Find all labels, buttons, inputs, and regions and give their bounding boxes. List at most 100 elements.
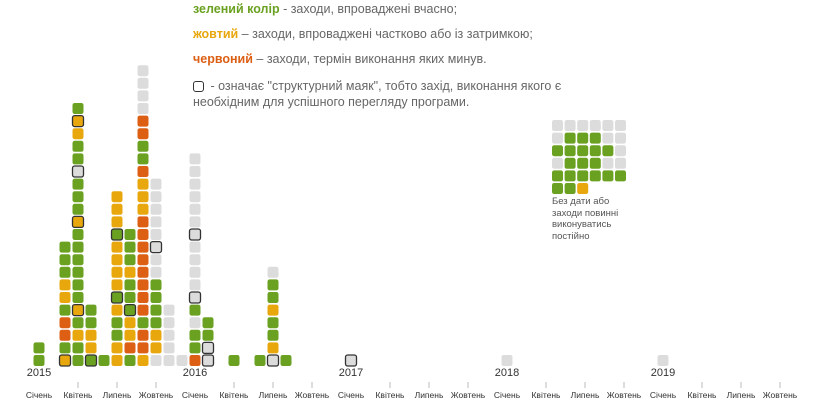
measure-square-yellow (124, 266, 136, 278)
measure-square-yellow (111, 266, 123, 278)
no-date-square-green (589, 170, 601, 182)
month-label: Січень (26, 390, 53, 400)
measure-square-grey-beacon (149, 240, 163, 254)
measure-square-red (189, 355, 201, 366)
month-label: Липень (259, 390, 288, 400)
measure-square-green (124, 229, 136, 240)
measure-square-green (72, 279, 84, 291)
legend-beacon: - означає "структурний маяк", тобто захі… (193, 79, 561, 94)
measure-square-green (150, 317, 162, 329)
month-label: Липень (103, 390, 132, 400)
measure-square-grey (189, 254, 201, 266)
measure-square-grey (137, 77, 149, 89)
no-date-square-green (552, 145, 563, 157)
no-date-square-green (564, 132, 576, 144)
measure-square-grey (189, 266, 201, 278)
month-label: Жовтень (295, 390, 330, 400)
measure-square-green (33, 355, 45, 366)
month-label: Липень (727, 390, 756, 400)
measure-square-green (72, 203, 84, 215)
measure-square-grey (150, 355, 162, 366)
measure-square-green (189, 342, 201, 354)
month-label: Січень (650, 390, 677, 400)
measure-square-yellow-beacon (58, 354, 72, 367)
measure-square-green-beacon (84, 354, 98, 367)
measure-square-grey (150, 178, 162, 190)
no-date-square-yellow (577, 183, 589, 194)
measure-square-green (72, 103, 84, 114)
measure-square-yellow (111, 241, 123, 253)
measure-square-yellow-beacon (71, 114, 85, 128)
legend-yellow-label: жовтий (193, 27, 239, 41)
no-date-square-green (564, 145, 576, 157)
no-date-square-grey (602, 132, 614, 144)
no-date-square-grey (552, 120, 563, 131)
no-date-square-grey (615, 157, 626, 169)
measure-square-green (267, 279, 279, 291)
no-date-square-green (602, 170, 614, 182)
month-label: Жовтень (763, 390, 798, 400)
measure-square-green (228, 355, 240, 366)
measure-square-grey (189, 178, 201, 190)
measure-square-grey (137, 103, 149, 114)
measure-square-green (72, 266, 84, 278)
measure-square-grey (163, 317, 175, 329)
measure-square-green (85, 317, 97, 329)
measure-square-yellow (137, 203, 149, 215)
measure-square-yellow (111, 355, 123, 366)
month-label: Липень (415, 390, 444, 400)
measure-square-green (137, 153, 149, 165)
measure-square-yellow (111, 191, 123, 203)
measure-square-grey (150, 254, 162, 266)
legend-beacon-line2: необхідним для успішного перегляду прогр… (193, 95, 469, 110)
measure-square-yellow (85, 329, 97, 341)
measure-square-green (72, 254, 84, 266)
measure-square-grey-beacon (188, 228, 202, 241)
measure-square-green (124, 355, 136, 366)
no-date-square-grey (552, 132, 563, 144)
measure-square-yellow (111, 203, 123, 215)
measure-square-green (202, 317, 214, 329)
measure-square-red (59, 329, 71, 341)
no-date-square-grey (564, 120, 576, 131)
no-date-square-grey (577, 120, 589, 131)
measure-square-grey (150, 191, 162, 203)
no-date-square-green (577, 132, 589, 144)
measure-square-grey-beacon (188, 291, 202, 304)
no-date-square-green (552, 183, 563, 194)
no-date-square-green (589, 132, 601, 144)
measure-square-yellow (267, 342, 279, 354)
measure-square-yellow (72, 128, 84, 140)
month-label: Квітень (687, 390, 717, 400)
measure-square-grey (189, 191, 201, 203)
measure-square-green (72, 191, 84, 203)
measure-square-green (72, 140, 84, 152)
measure-square-green-beacon (110, 228, 124, 241)
measure-square-green (189, 329, 201, 341)
measure-square-green (124, 279, 136, 291)
measure-square-green (150, 304, 162, 316)
no-date-square-grey (602, 120, 614, 131)
measure-square-yellow (137, 355, 149, 366)
month-label: Квітень (219, 390, 249, 400)
measure-square-green (72, 355, 84, 366)
month-label: Січень (338, 390, 365, 400)
measure-square-grey (189, 166, 201, 177)
no-date-square-green (577, 170, 589, 182)
measure-square-grey (137, 65, 149, 77)
no-date-square-green (552, 170, 563, 182)
no-date-square-grey (615, 132, 626, 144)
no-date-square-green (564, 157, 576, 169)
no-date-square-green (564, 183, 576, 194)
measure-square-grey-beacon (344, 354, 358, 367)
no-date-square-green (602, 145, 614, 157)
month-label: Січень (494, 390, 521, 400)
measure-square-yellow (59, 279, 71, 291)
measure-square-green (59, 266, 71, 278)
year-label: 2016 (183, 367, 207, 379)
measure-square-yellow (137, 178, 149, 190)
year-label: 2015 (27, 367, 51, 379)
timeline-axis: 2015 Січень Квітень Липень Жовтень 2016 Січень… (26, 367, 798, 400)
measure-square-grey (657, 355, 669, 366)
